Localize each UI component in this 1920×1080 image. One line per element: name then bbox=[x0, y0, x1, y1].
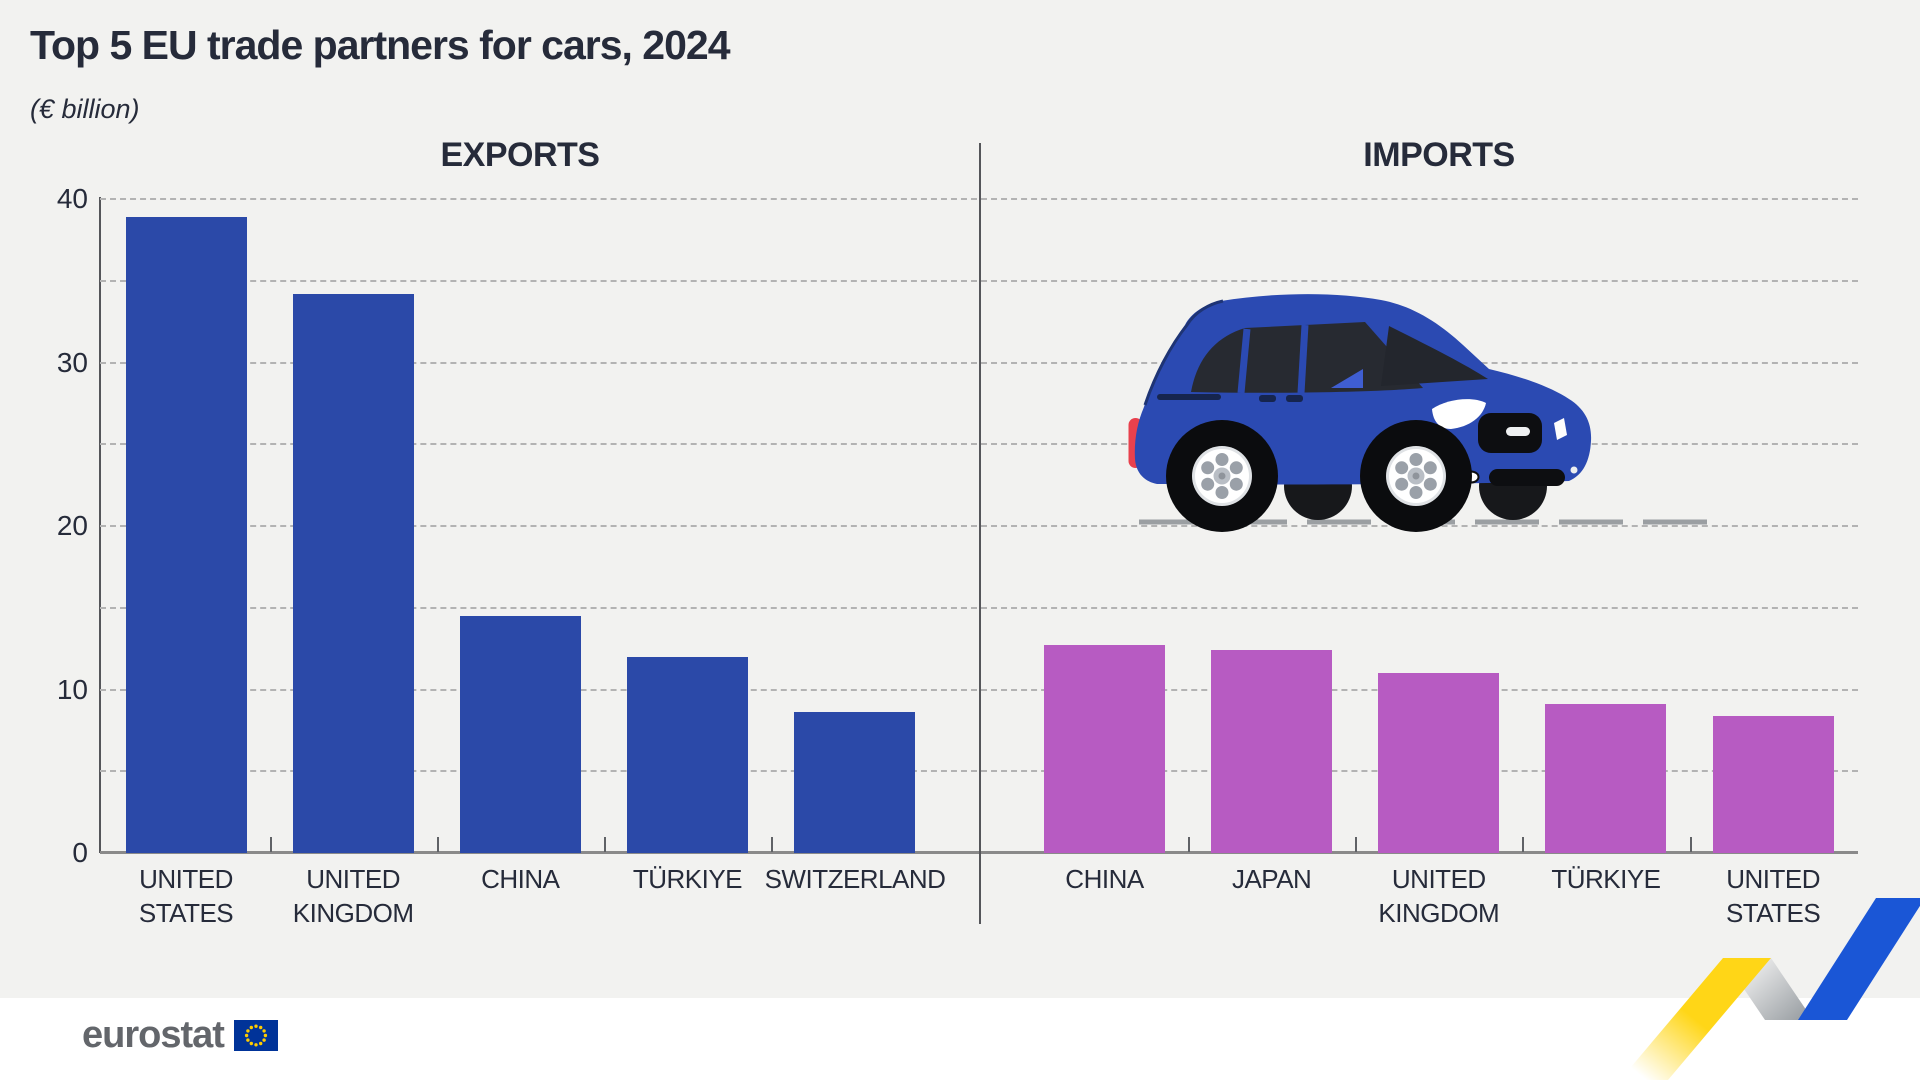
gridline-5 bbox=[100, 770, 1858, 773]
rear-wheel-icon bbox=[1166, 420, 1278, 532]
gridline-35 bbox=[100, 279, 1858, 282]
category-label-line: STATES bbox=[138, 898, 234, 928]
window-highlight bbox=[1331, 369, 1363, 388]
footer-strip bbox=[0, 998, 1920, 1080]
category-label-united-states: UNITED STATES bbox=[96, 862, 276, 930]
gridline-40 bbox=[100, 198, 1858, 200]
category-label-line: CHINA bbox=[1065, 864, 1144, 894]
category-label-line: STATES bbox=[1725, 898, 1821, 928]
category-label-switzerland: SWITZERLAND bbox=[764, 862, 946, 896]
headlight-icon bbox=[1432, 399, 1486, 429]
category-label-line: TÜRKIYE bbox=[632, 864, 743, 894]
gridline-10 bbox=[100, 688, 1858, 691]
x-tick bbox=[771, 837, 774, 852]
page-subtitle: (€ billion) bbox=[30, 94, 140, 124]
imports-bar-japan bbox=[1211, 650, 1333, 853]
x-tick bbox=[1689, 837, 1692, 852]
door-handle-icon bbox=[1286, 395, 1303, 402]
category-label-united-kingdom: UNITED KINGDOM bbox=[263, 862, 443, 930]
windshield bbox=[1381, 326, 1488, 386]
x-tick bbox=[1188, 837, 1191, 852]
eurostat-logo-text: eurostat bbox=[82, 1014, 225, 1056]
imports-bar-united-kingdom bbox=[1378, 673, 1500, 853]
y-tick-label-40: 40 bbox=[56, 183, 88, 214]
category-label-line: JAPAN bbox=[1231, 864, 1312, 894]
x-tick bbox=[1355, 837, 1358, 852]
y-tick-label-20: 20 bbox=[56, 510, 88, 541]
gridline-25 bbox=[100, 443, 1858, 446]
x-tick bbox=[1522, 837, 1525, 852]
zigzag-ribbon-icon bbox=[1620, 898, 1920, 1080]
y-tick-label-0: 0 bbox=[72, 837, 88, 868]
category-label-japan: JAPAN bbox=[1182, 862, 1362, 896]
x-tick bbox=[269, 837, 272, 852]
exports-bar-united-states bbox=[125, 216, 247, 853]
exports-bar-t-rkiye bbox=[626, 656, 748, 853]
panel-divider-line bbox=[979, 143, 981, 924]
grille-badge bbox=[1506, 427, 1530, 436]
category-label-china: CHINA bbox=[430, 862, 610, 896]
gridline-20 bbox=[100, 525, 1858, 527]
category-label-line: KINGDOM bbox=[292, 898, 414, 928]
ribbon-yellow-band bbox=[1620, 958, 1771, 1080]
gridline-15 bbox=[100, 606, 1858, 609]
front-wheel-icon bbox=[1360, 420, 1472, 532]
y-tick-label-30: 30 bbox=[56, 346, 88, 378]
beltline-trim bbox=[1157, 394, 1221, 400]
category-label-line: TÜRKIYE bbox=[1551, 864, 1661, 894]
category-label-t-rkiye: TÜRKIYE bbox=[1516, 862, 1696, 896]
category-label-line: UNITED bbox=[306, 864, 401, 894]
exports-bar-china bbox=[459, 615, 581, 853]
page-title: Top 5 EU trade partners for cars, 2024 bbox=[30, 22, 731, 68]
category-label-line: UNITED bbox=[1726, 864, 1820, 894]
category-label-line: UNITED bbox=[139, 864, 233, 894]
door-handle-icon bbox=[1259, 395, 1276, 402]
window-pillar bbox=[1297, 324, 1309, 394]
bumper-intake bbox=[1489, 469, 1565, 486]
category-label-china: CHINA bbox=[1015, 862, 1195, 896]
roofline bbox=[1143, 299, 1224, 406]
y-tick-label-10: 10 bbox=[56, 673, 88, 705]
marker-light-icon bbox=[1570, 466, 1578, 474]
ribbon-blue-band bbox=[1798, 898, 1920, 1020]
category-label-line: UNITED bbox=[1391, 864, 1486, 894]
gridline-30 bbox=[100, 361, 1858, 364]
x-tick bbox=[603, 837, 606, 852]
eurostat-logo: eurostat bbox=[82, 1014, 278, 1057]
category-label-t-rkiye: TÜRKIYE bbox=[597, 862, 777, 896]
imports-bar-china bbox=[1044, 645, 1165, 853]
imports-panel-header: IMPORTS bbox=[1363, 136, 1515, 174]
car-illustration bbox=[1128, 294, 1713, 532]
exports-panel-header: EXPORTS bbox=[440, 136, 600, 174]
category-label-line: CHINA bbox=[481, 864, 560, 894]
eu-flag-icon bbox=[233, 1020, 278, 1051]
window-pillar bbox=[1237, 328, 1251, 394]
imports-bar-t-rkiye bbox=[1545, 704, 1667, 853]
category-label-line: SWITZERLAND bbox=[764, 864, 946, 894]
front-edge-highlight bbox=[1554, 418, 1567, 440]
category-label-united-kingdom: UNITED KINGDOM bbox=[1349, 862, 1529, 930]
x-tick bbox=[436, 837, 439, 852]
exports-bar-switzerland bbox=[794, 712, 916, 853]
category-label-line: KINGDOM bbox=[1378, 898, 1500, 928]
imports-bar-united-states bbox=[1712, 715, 1834, 853]
category-label-united-states: UNITED STATES bbox=[1683, 862, 1863, 930]
exports-bar-united-kingdom bbox=[292, 293, 414, 853]
